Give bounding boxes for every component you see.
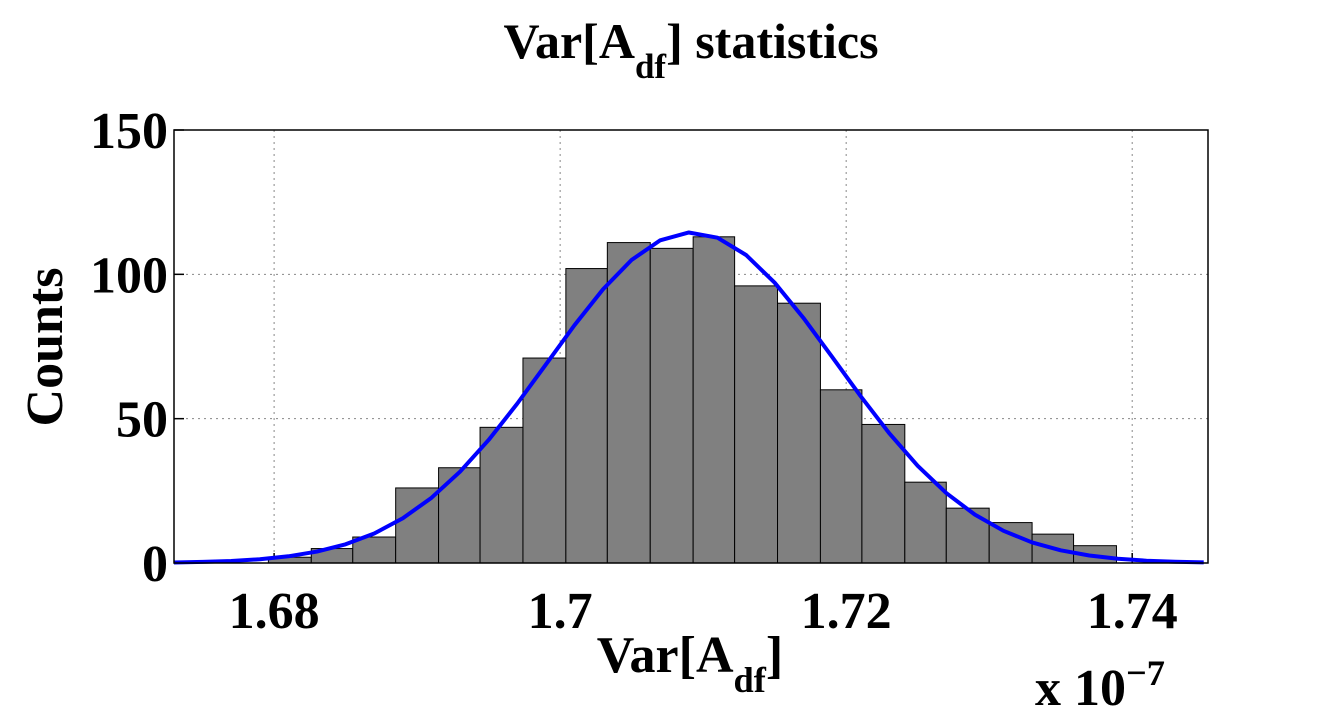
x-axis-multiplier: x 10−7 [1035, 653, 1165, 713]
bar [734, 285, 779, 564]
bar [438, 467, 481, 564]
bar [565, 268, 608, 564]
bar [606, 242, 651, 564]
y-tick-label: 150 [90, 103, 168, 160]
x-tick-label: 1.7 [528, 583, 593, 640]
y-tick-label: 0 [142, 536, 168, 593]
bar [988, 522, 1033, 564]
bar [904, 481, 947, 564]
x-tick-label: 1.74 [1087, 583, 1178, 640]
bar [649, 247, 694, 564]
y-tick-label: 50 [116, 392, 168, 449]
bar [395, 487, 440, 564]
y-tick-label: 100 [90, 247, 168, 304]
bar [479, 426, 524, 564]
x-axis-label: Var[Adf] [597, 627, 783, 700]
bar [945, 507, 990, 564]
chart-title: Var[Adf] statistics [503, 13, 878, 86]
x-tick-label: 1.68 [229, 583, 320, 640]
y-axis-label: Counts [17, 268, 74, 427]
bar [692, 236, 736, 564]
fit-curve [173, 230, 1204, 565]
bar [522, 357, 567, 564]
plot-frame [173, 129, 1209, 564]
bar [819, 389, 863, 564]
bar [777, 302, 821, 564]
x-tick-label: 1.72 [801, 583, 892, 640]
